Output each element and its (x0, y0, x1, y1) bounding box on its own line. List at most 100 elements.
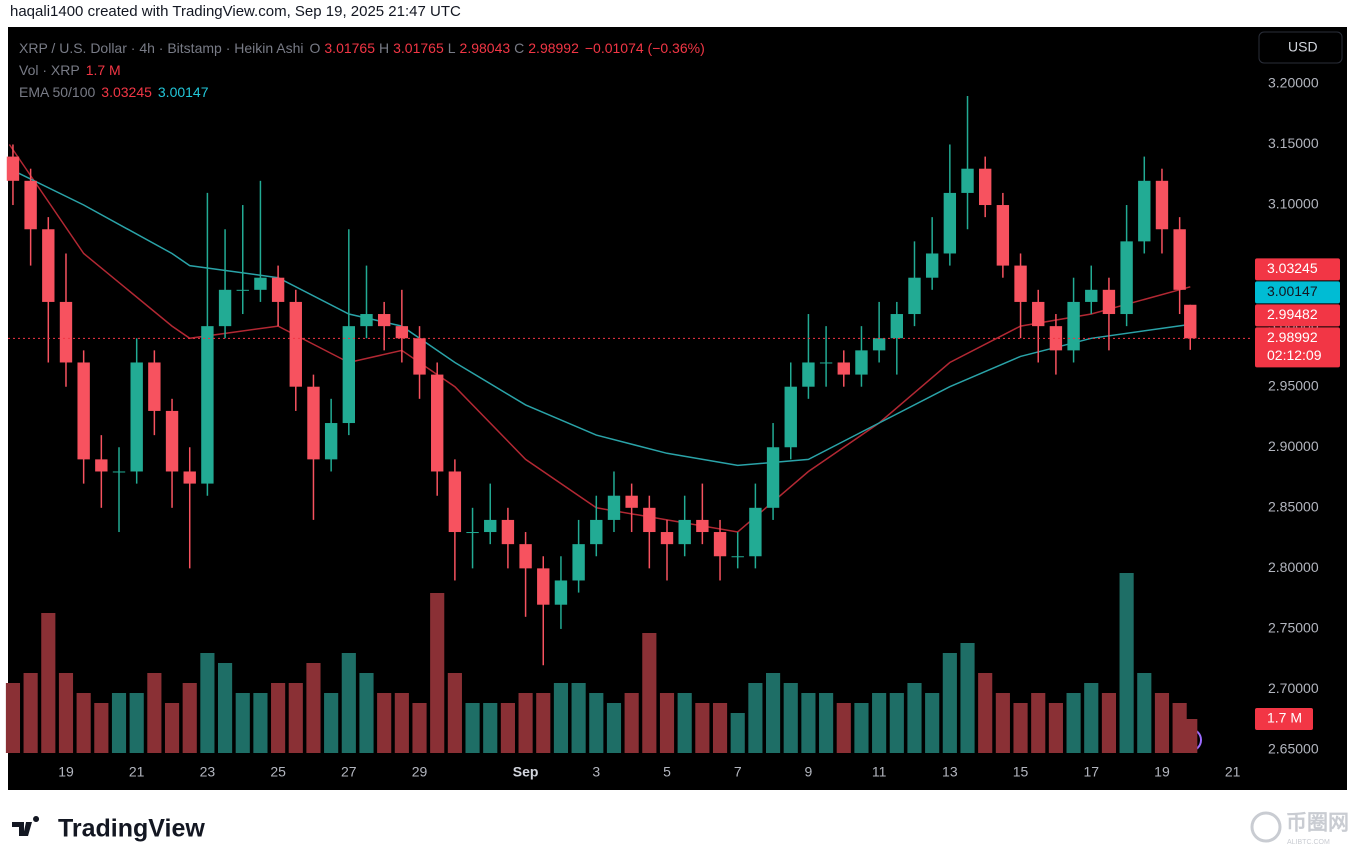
logo-icon (12, 816, 40, 836)
candle-body (148, 362, 161, 411)
candle-body (572, 544, 585, 581)
x-tick-label: 7 (734, 764, 742, 780)
volume-bar (111, 693, 127, 753)
candle-body (395, 326, 409, 339)
candle-body (1014, 265, 1027, 302)
volume-bar (925, 693, 940, 753)
candle-body (996, 205, 1010, 266)
volume-bar (447, 673, 462, 753)
volume-bar (589, 693, 604, 753)
candle-body (1049, 326, 1063, 351)
currency-button[interactable] (1258, 31, 1343, 64)
candle-body (183, 471, 196, 484)
x-tick-label: 19 (1154, 764, 1170, 780)
candle-body (1067, 301, 1080, 351)
y-tick-label: 2.85000 (1268, 499, 1319, 515)
candle-body (77, 362, 90, 460)
candle-body (713, 532, 727, 557)
volume-bar (164, 703, 180, 753)
legend-ohlc: O 3.01765 H 3.01765 L 2.98043 C 2.98992 (310, 37, 579, 59)
legend-row: Vol · XRP 1.7 M (19, 59, 705, 81)
candle-body (537, 568, 550, 605)
x-tick-label: 25 (270, 764, 286, 780)
volume-bar (889, 693, 904, 753)
candle-body (377, 314, 391, 327)
ema-line (8, 144, 1191, 533)
currency-label[interactable]: USD (1288, 39, 1318, 55)
volume-bar (1048, 703, 1063, 753)
volume-bar (129, 693, 144, 753)
legend-ema-value: 3.00147 (157, 84, 209, 100)
volume-bar (1066, 693, 1081, 753)
price-tag (1255, 327, 1340, 368)
volume-bar (394, 693, 409, 753)
candle-body (1155, 180, 1169, 230)
price-tag-label: 3.00147 (1267, 283, 1318, 299)
volume-bar (978, 673, 993, 753)
candle-body (448, 471, 462, 533)
legend: XRP / U.S. Dollar · 4h · Bitstamp · Heik… (19, 37, 705, 103)
x-tick-label: 29 (412, 764, 428, 780)
candle-body (855, 350, 868, 375)
volume-bar (76, 693, 91, 753)
volume-bar (377, 693, 392, 753)
volume-bar (341, 653, 356, 753)
candle-body (112, 471, 126, 473)
volume-bar (235, 693, 250, 753)
candle-body (501, 519, 515, 545)
volume-bar (465, 703, 480, 753)
volume-bar (500, 703, 515, 753)
x-tick-label: 21 (1225, 764, 1241, 780)
candle-body (837, 362, 850, 375)
legend-volume-value: 1.7 M (85, 62, 121, 78)
watermark-icon (1250, 811, 1282, 843)
volume-bar (58, 673, 74, 753)
ema-line (9, 168, 1191, 467)
candle-body (431, 374, 444, 472)
candle-body (307, 386, 320, 460)
volume-tag-label: 1.7 M (1267, 710, 1302, 726)
legend-ohlc-key: H (379, 40, 390, 56)
volume-bar (359, 673, 374, 753)
candle-body (1173, 229, 1186, 290)
candle-body (484, 519, 497, 533)
legend-ohlc-value: 2.98043 (459, 40, 511, 56)
footer-logo (12, 816, 40, 836)
volume-bar (1101, 693, 1117, 753)
candle-body (519, 544, 532, 569)
candle-body (466, 532, 479, 534)
x-tick-label: 15 (1013, 764, 1029, 780)
candle-body (271, 277, 285, 302)
x-tick-label: 11 (872, 764, 887, 780)
candle-body (342, 326, 356, 424)
volume-bar (412, 703, 427, 753)
candle-body (554, 580, 568, 605)
x-tick-label: 9 (805, 764, 813, 780)
volume-bar (624, 693, 639, 753)
candle-body (360, 314, 373, 327)
header-caption: haqali1400 created with TradingView.com,… (10, 3, 461, 20)
candle-body (872, 338, 886, 351)
volume-bar (659, 693, 675, 753)
price-tag (1255, 304, 1340, 327)
volume-bar (271, 683, 286, 753)
volume-bar (483, 703, 498, 753)
price-tag-label: 2.98992 (1267, 329, 1318, 345)
candle-body (943, 192, 957, 254)
volume-bar (1013, 703, 1028, 753)
y-tick-label: 2.65000 (1268, 741, 1319, 757)
y-tick-label: 2.75000 (1268, 620, 1319, 636)
volume-bar (942, 653, 957, 753)
legend-ohlc-key: O (309, 40, 321, 56)
y-tick-label: 3.10000 (1268, 196, 1319, 212)
watermark-text: 币圈网 (1286, 812, 1349, 835)
volume-bar (430, 593, 445, 753)
watermark-domain: ALIBTC.COM (1287, 839, 1330, 846)
candle-body (413, 338, 426, 375)
candle-body (731, 556, 744, 558)
volume-bar (606, 703, 622, 753)
price-tag-label: 3.03245 (1267, 260, 1318, 276)
candle-body (678, 519, 691, 545)
